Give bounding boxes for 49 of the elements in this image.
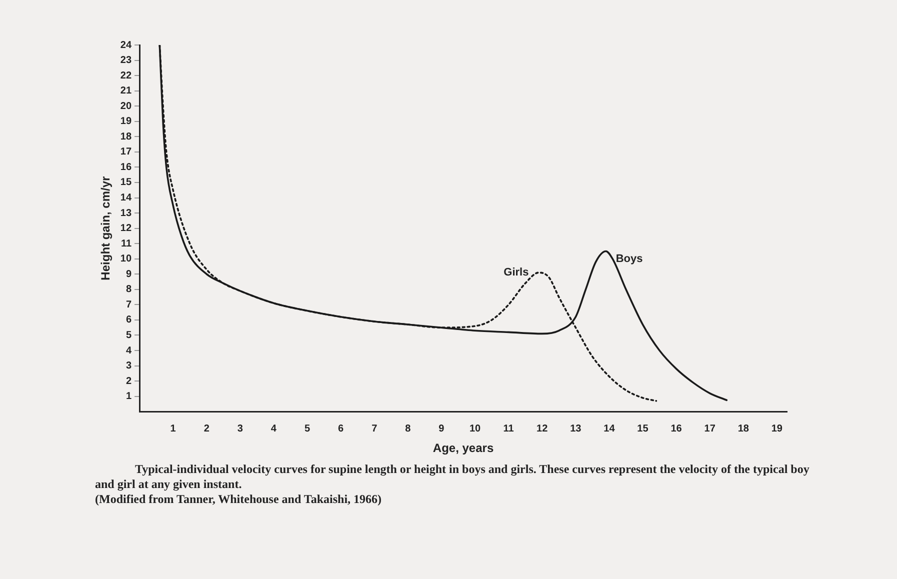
y-tick-label: 11 xyxy=(120,238,132,250)
y-tick-label: 7 xyxy=(126,299,132,310)
y-tick-label: 12 xyxy=(120,223,132,234)
y-tick-label: 23 xyxy=(120,55,132,66)
y-tick-label: 5 xyxy=(126,330,132,341)
y-tick-label: 18 xyxy=(120,131,132,142)
series-label: Boys xyxy=(616,253,643,266)
y-tick-label: 24 xyxy=(120,40,132,51)
y-tick-label: 8 xyxy=(126,284,132,296)
x-tick-label: 8 xyxy=(405,423,412,434)
y-tick-label: 21 xyxy=(120,86,132,97)
y-tick-label: 13 xyxy=(120,208,132,219)
y-tick-label: 9 xyxy=(126,268,132,280)
y-tick-label: 1 xyxy=(126,391,132,402)
text: (Modified from Tanner, Whitehouse and Takaishi, 1966) xyxy=(95,492,383,507)
y-tick-label: 14 xyxy=(120,192,132,204)
y-axis-title: Height gain, cm/yr xyxy=(98,176,113,280)
y-tick-label: 2 xyxy=(126,376,132,387)
x-tick-label: 18 xyxy=(738,423,750,434)
y-tick-label: 10 xyxy=(120,254,132,265)
x-tick-label: 5 xyxy=(304,423,310,434)
x-axis-title: Age, years xyxy=(432,441,494,456)
x-tick-label: 3 xyxy=(237,423,244,434)
x-tick-label: 11 xyxy=(503,423,514,434)
x-tick-label: 14 xyxy=(604,423,616,434)
series-label: Girls xyxy=(504,266,529,279)
x-tick-label: 4 xyxy=(270,423,277,434)
y-tick-label: 16 xyxy=(120,162,132,173)
x-tick-label: 2 xyxy=(204,423,210,434)
y-tick-label: 15 xyxy=(120,177,132,188)
x-tick-label: 6 xyxy=(338,423,344,434)
text: Typical-individual velocity curves for supine length or height in boys and girls. These curves represent the velocity of the typical boy and girl at any given instant. xyxy=(95,462,810,492)
x-tick-label: 15 xyxy=(637,423,649,434)
y-tick-label: 17 xyxy=(120,146,132,158)
x-tick-label: 19 xyxy=(771,423,783,434)
y-tick-label: 4 xyxy=(126,345,132,356)
y-tick-label: 19 xyxy=(120,116,132,128)
x-tick-label: 1 xyxy=(170,423,176,434)
x-tick-label: 12 xyxy=(536,423,548,434)
x-tick-label: 9 xyxy=(438,423,445,434)
x-tick-label: 17 xyxy=(704,423,716,434)
y-tick-label: 20 xyxy=(120,100,132,112)
x-tick-label: 7 xyxy=(372,423,378,434)
y-tick-label: 6 xyxy=(126,314,132,326)
y-tick-label: 3 xyxy=(126,360,132,372)
y-tick-label: 22 xyxy=(120,70,132,82)
x-tick-label: 16 xyxy=(670,423,682,434)
x-tick-label: 13 xyxy=(570,423,582,434)
x-tick-label: 10 xyxy=(469,423,481,434)
